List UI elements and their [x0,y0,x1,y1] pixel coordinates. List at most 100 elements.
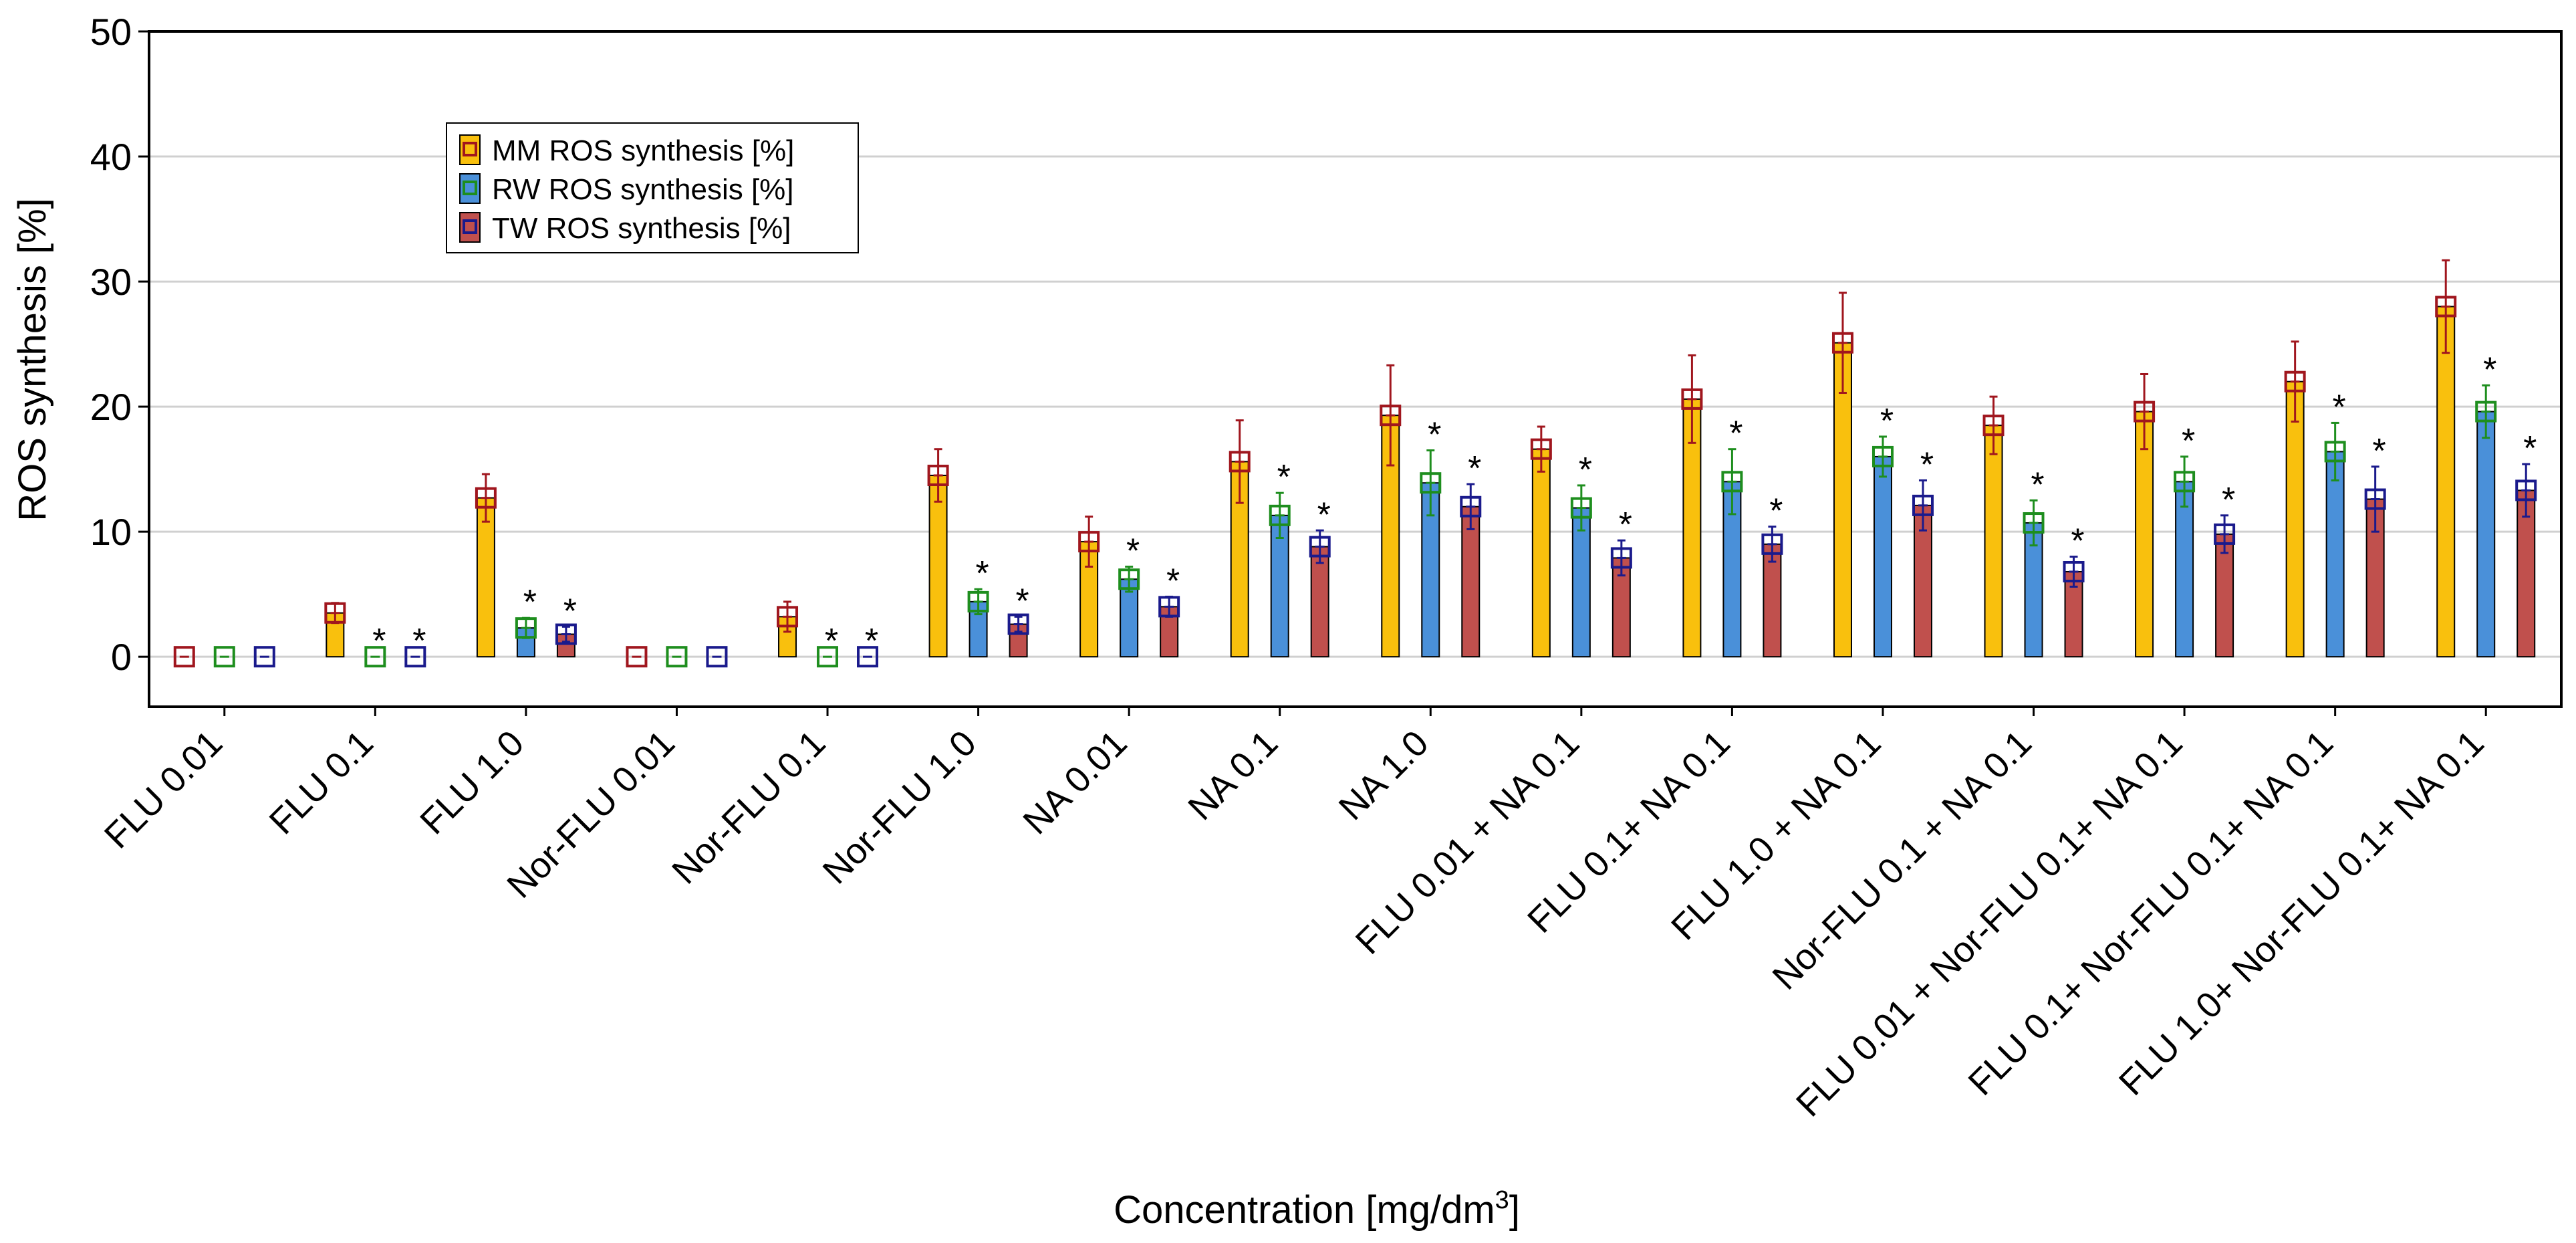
legend-frame [446,122,859,253]
x-axis-title-main: Concentration [mg/dm [1114,1188,1495,1232]
y-tick-label: 50 [90,11,132,53]
mean-marker [1831,332,1853,354]
y-tick-label: 0 [111,636,132,678]
y-tick-label: 10 [90,511,132,553]
significance-star: * [1729,415,1743,453]
significance-star: * [1468,449,1481,488]
legend-label-tw: TW ROS synthesis [%] [492,212,791,245]
legend-marker-rw [463,181,477,195]
y-tick-label: 40 [90,136,132,178]
bar [928,474,948,658]
mean-marker [475,487,497,509]
significance-star: * [2031,465,2044,504]
mean-marker [2063,561,2085,582]
y-tick-label: 20 [90,386,132,428]
mean-marker [253,646,275,668]
significance-star: * [563,592,577,631]
bar [1833,342,1852,658]
legend-entry-mm: MM ROS synthesis [%] [459,134,794,167]
mean-marker [555,623,577,645]
bar [1571,507,1591,658]
mean-marker [1460,495,1482,518]
mean-marker [1078,531,1100,553]
y-axis-ticks: 0 10 20 30 40 50 [90,11,149,678]
significance-star: * [975,554,989,593]
mean-marker [1761,533,1783,555]
significance-star: * [2373,432,2386,471]
significance-star: * [1317,495,1331,534]
mean-marker [1912,494,1934,516]
grid-lines [149,155,2561,658]
mean-marker [515,617,537,639]
significance-star: * [1015,582,1029,620]
bar [2476,411,2496,658]
significance-star: * [2071,522,2084,561]
mean-marker [2023,512,2045,534]
significance-star: * [372,622,386,661]
mean-marker [2284,370,2306,392]
mean-marker [1420,472,1442,494]
x-axis-title: Concentration [mg/dm3] [1114,1186,1520,1232]
significance-star: * [1126,532,1140,571]
mean-marker [324,602,346,624]
mean-marker [777,606,799,628]
bar [1612,557,1631,658]
mean-marker [2134,401,2156,423]
mean-marker [1872,445,1894,467]
bar [1531,448,1551,658]
x-axis-title-superscript: 3 [1495,1186,1509,1214]
bar [2517,489,2536,658]
mean-marker [404,646,426,668]
mean-marker [2515,479,2537,501]
mean-marker [2475,401,2497,423]
significance-star: * [2182,422,2195,461]
bar [476,497,495,658]
significance-star: * [1619,505,1632,544]
mean-marker [1007,613,1029,635]
legend-label-rw: RW ROS synthesis [%] [492,173,794,206]
significance-star: * [865,622,878,661]
bar [2325,451,2345,658]
mean-marker [1570,497,1592,519]
mean-marker [927,464,949,486]
bars: * * * * * * * * * * * * * * * * * * * * * * * * * * * * [173,259,2537,668]
mean-marker [1309,536,1331,558]
legend-label-mm: MM ROS synthesis [%] [492,134,794,167]
mean-marker [706,646,728,668]
legend: MM ROS synthesis [%] RW ROS synthesis [%… [446,122,859,253]
mean-marker [1530,438,1552,460]
mean-marker [213,646,235,668]
legend-entry-tw: TW ROS synthesis [%] [459,212,791,245]
mean-marker [857,646,879,668]
legend-marker-mm [463,142,477,156]
significance-star: * [2222,481,2235,520]
mean-marker [666,646,688,668]
significance-star: * [523,583,537,622]
bar [1270,514,1289,658]
bar [2365,498,2385,658]
mean-marker [1158,596,1180,618]
mean-marker [1982,415,2005,437]
mean-marker [2324,441,2346,463]
mean-marker [364,646,386,668]
significance-star: * [1277,458,1291,497]
mean-marker [1721,471,1743,493]
mean-marker [2174,471,2196,493]
bar [1873,455,1892,658]
significance-star: * [2333,388,2346,427]
bar [2135,411,2154,658]
significance-star: * [2523,429,2537,468]
significance-star: * [1880,402,1894,441]
significance-star: * [1166,562,1180,600]
x-axis-title-close: ] [1509,1188,1520,1232]
mean-marker [1118,568,1140,590]
mean-marker [817,646,839,668]
legend-entry-rw: RW ROS synthesis [%] [459,173,794,206]
significance-star: * [2483,350,2496,389]
mean-marker [1681,388,1703,410]
mean-marker [1229,451,1251,473]
plot-area-frame [148,30,2563,708]
significance-star: * [1579,451,1592,489]
bar [2285,380,2305,658]
mean-marker [1269,504,1291,526]
